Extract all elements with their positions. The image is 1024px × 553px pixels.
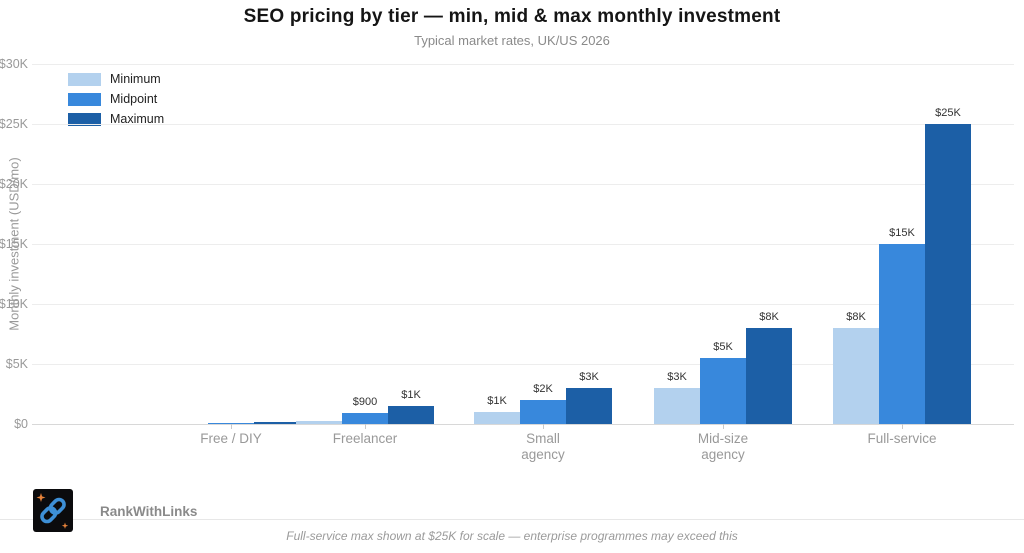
x-category-label: Freelancer (332, 431, 398, 446)
bar-value-label: $8K (846, 311, 866, 323)
legend-swatch (68, 112, 101, 126)
bar-value-label: $5K (713, 341, 733, 353)
bar-maximum (746, 328, 792, 424)
legend-swatch (68, 72, 101, 86)
legend-item-minimum: Minimum (68, 72, 164, 86)
x-tick (902, 424, 903, 429)
y-tick-label: $10K (0, 297, 28, 311)
y-tick-label: $25K (0, 117, 28, 131)
gridline (32, 243, 1014, 245)
chart-subtitle: Typical market rates, UK/US 2026 (414, 33, 610, 48)
bar-midpoint (342, 413, 388, 424)
x-tick (231, 424, 232, 429)
bar-maximum (566, 388, 612, 424)
legend: Minimum Midpoint Maximum (68, 72, 164, 132)
bar-minimum (296, 421, 342, 424)
legend-label: Midpoint (110, 92, 158, 106)
bar-maximum (925, 124, 971, 424)
y-tick-label: $5K (5, 357, 28, 371)
bar-value-label: $1K (487, 395, 507, 407)
bar-minimum (474, 412, 520, 424)
footnote: Full-service max shown at $25K for scale… (286, 529, 738, 543)
bar-midpoint (520, 400, 566, 424)
x-axis-line (32, 423, 1014, 425)
bar-minimum (654, 388, 700, 424)
brand-name: RankWithLinks (100, 504, 198, 519)
bar-value-label: $25K (935, 107, 961, 119)
x-category-label: Small agency (521, 431, 565, 462)
bar-value-label: $3K (667, 371, 687, 383)
bar-maximum (254, 421, 300, 424)
x-category-label: Full-service (867, 431, 937, 446)
bar-midpoint (879, 244, 925, 424)
legend-item-maximum: Maximum (68, 112, 164, 126)
plot-area: Monthly investment (USD/mo) Minimum Midpo… (0, 57, 1014, 462)
x-tick (543, 424, 544, 429)
legend-swatch (68, 92, 101, 106)
bar-value-label: $8K (759, 311, 779, 323)
x-category-label: Mid-size agency (697, 431, 749, 462)
y-tick-label: $20K (0, 177, 28, 191)
gridline (32, 63, 1014, 65)
gridline (32, 363, 1014, 365)
bar-value-label: $1K (401, 389, 421, 401)
gridline (32, 123, 1014, 125)
legend-label: Maximum (110, 112, 165, 126)
y-tick-label: $15K (0, 237, 28, 251)
gridline (32, 183, 1014, 185)
legend-item-midpoint: Midpoint (68, 92, 164, 106)
y-tick-label: $0 (14, 417, 28, 431)
y-tick-label: $30K (0, 57, 28, 71)
bar-midpoint (700, 358, 746, 424)
bar-midpoint (208, 422, 254, 424)
x-tick (723, 424, 724, 429)
x-category-label: Free / DIY (200, 431, 262, 446)
footer-divider (0, 519, 1024, 520)
chart-title: SEO pricing by tier — min, mid & max mon… (243, 6, 781, 27)
x-tick (365, 424, 366, 429)
bar-value-label: $900 (352, 396, 378, 409)
bar-value-label: $2K (533, 383, 553, 395)
bar-maximum (388, 406, 434, 424)
bar-value-label: $3K (579, 371, 599, 383)
gridline (32, 303, 1014, 305)
bar-value-label: $15K (889, 227, 915, 239)
chain-link-icon (33, 489, 73, 532)
legend-label: Minimum (110, 72, 161, 86)
bar-minimum (833, 328, 879, 424)
brand-logo (33, 489, 73, 532)
